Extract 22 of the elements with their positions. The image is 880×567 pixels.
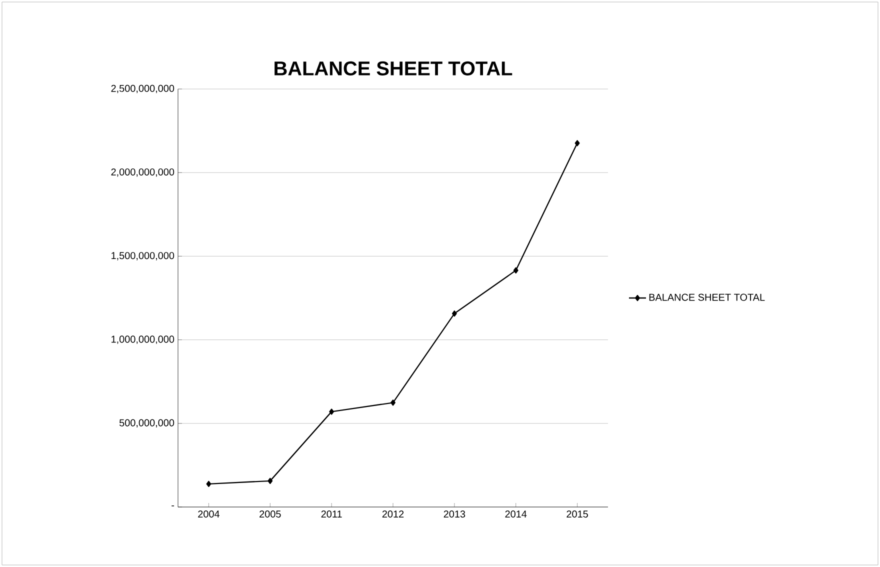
y-tick-label: 2,500,000,000: [111, 84, 174, 94]
x-tick-label: 2012: [382, 510, 404, 518]
point: [513, 267, 518, 274]
point: [329, 408, 334, 415]
point: [452, 310, 457, 317]
x-tick-label: 2013: [444, 510, 466, 518]
y-tick-label: -: [172, 505, 174, 506]
y-tick-label: 2,000,000,000: [111, 168, 174, 177]
legend-label: BALANCE SHEET TOTAL: [649, 294, 765, 301]
point: [268, 478, 273, 484]
y-tick-label: 500,000,000: [119, 419, 174, 428]
point: [206, 480, 212, 488]
x-tick-label: 2004: [198, 510, 220, 518]
x-tick-label: 2014: [505, 510, 527, 518]
x-tick-label: 2015: [566, 510, 588, 518]
x-tick-label: 2005: [260, 510, 281, 518]
x-tick-label: 2011: [321, 510, 342, 518]
point: [574, 140, 580, 146]
point: [390, 400, 396, 406]
y-tick-label: 1,500,000,000: [112, 252, 174, 260]
y-tick-label: 1,000,000,000: [112, 336, 174, 344]
chart-title: BALANCE SHEET TOTAL: [274, 61, 512, 76]
